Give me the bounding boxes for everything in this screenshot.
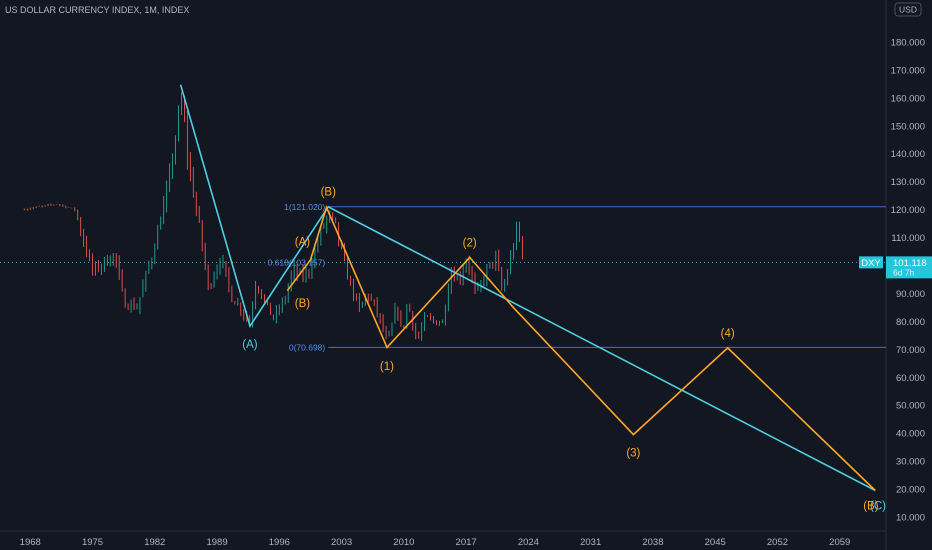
price-tick-label: 60.000 — [896, 373, 925, 384]
currency-button-frame — [894, 2, 922, 17]
price-tick-label: 40.000 — [896, 429, 925, 440]
price-tick-label: 150.000 — [891, 121, 925, 132]
price-tick-label: 90.000 — [896, 289, 925, 300]
wave-label: (B) — [863, 500, 879, 512]
time-tick-label: 1975 — [82, 537, 103, 548]
time-tick-label: 2045 — [705, 537, 726, 548]
price-badge-value: 101.118 — [893, 258, 927, 269]
price-tick-label: 10.000 — [896, 513, 925, 524]
wave-label: (2) — [463, 238, 477, 250]
wave-label: (A) — [295, 237, 311, 249]
wave-label: (B) — [321, 186, 337, 198]
time-tick-label: 2038 — [642, 537, 663, 548]
time-axis: 1968 1975 1982 1989 1996 2003 2010 2017 2024 2031… — [20, 537, 851, 548]
time-tick-label: 1989 — [206, 537, 227, 548]
wave-labels: (A)(B)(A)(B)(1)(2)(3)(4)(B)(C) — [242, 186, 886, 512]
price-tick-label: 110.000 — [891, 233, 925, 244]
wave-label: (1) — [380, 361, 394, 373]
symbol-badge-bg — [859, 256, 883, 269]
time-tick-label: 2052 — [767, 537, 788, 548]
time-tick-label: 2017 — [456, 537, 477, 548]
wave-label: (B) — [295, 298, 311, 310]
currency-button[interactable]: USD — [894, 2, 922, 17]
price-tick-label: 180.000 — [891, 37, 925, 48]
last-price-badge: DXY 101.118 6d 7h — [859, 256, 932, 279]
time-tick-label: 2031 — [580, 537, 601, 548]
price-tick-label: 30.000 — [896, 457, 925, 468]
currency-label: USD — [899, 5, 917, 15]
time-tick-label: 2024 — [518, 537, 539, 548]
price-tick-label: 80.000 — [896, 317, 925, 328]
time-tick-label: 1982 — [144, 537, 165, 548]
wave-label: (3) — [626, 448, 640, 460]
wave-label: (A) — [242, 339, 258, 351]
orange-wave-line[interactable] — [286, 205, 876, 492]
price-tick-label: 140.000 — [891, 149, 925, 160]
time-tick-label: 2010 — [393, 537, 414, 548]
time-tick-label: 2003 — [331, 537, 352, 548]
symbol-badge: DXY — [861, 258, 881, 269]
cyan-wave-line[interactable] — [179, 84, 876, 492]
price-tick-label: 130.000 — [891, 177, 925, 188]
price-tick-label: 20.000 — [896, 485, 925, 496]
price-tick-label: 160.000 — [891, 93, 925, 104]
wave-drawings — [179, 84, 876, 492]
price-badge-bg — [886, 256, 932, 279]
fib-level-label: 1(121.020) — [284, 202, 325, 212]
bar-countdown: 6d 7h — [893, 267, 915, 277]
price-tick-label: 170.000 — [891, 65, 925, 76]
time-tick-label: 1996 — [269, 537, 290, 548]
fib-level-label: 0.618(103.157) — [268, 257, 326, 267]
price-tick-label: 50.000 — [896, 401, 925, 412]
time-tick-label: 1968 — [20, 537, 41, 548]
chart-title: US DOLLAR CURRENCY INDEX, 1M, INDEX — [5, 5, 189, 15]
horizontal-levels: 1(121.020) 0.618(103.157) 0(70.698) — [0, 202, 886, 352]
price-tick-label: 120.000 — [891, 205, 925, 216]
time-tick-label: 2059 — [829, 537, 850, 548]
fib-level-label: 0(70.698) — [289, 342, 326, 352]
price-tick-label: 70.000 — [896, 345, 925, 356]
wave-label: (4) — [721, 328, 735, 340]
wave-label: (C) — [870, 500, 886, 512]
